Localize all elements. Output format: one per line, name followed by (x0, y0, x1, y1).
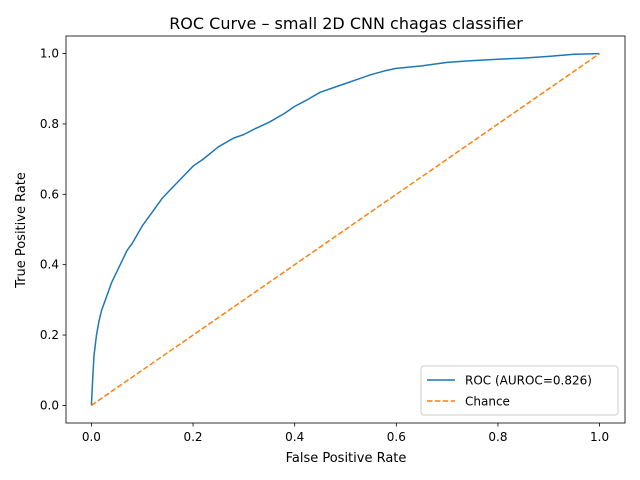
x-tick-label: 1.0 (590, 430, 609, 444)
series-line-1 (90, 52, 601, 407)
x-tick-label: 0.8 (488, 430, 507, 444)
series-line-0 (90, 52, 600, 406)
plot-area: 0.0 0.2 0.4 0.6 0.8 1.0 0.0 0.2 0.4 0.6 0.8 1.0 ROC … (40, 35, 626, 444)
x-axis-label: False Positive Rate (286, 451, 407, 466)
x-tick-label: 0.2 (183, 430, 202, 444)
y-tick-label: 0.6 (40, 187, 59, 201)
legend-label-0: ROC (AUROC=0.826) (465, 374, 592, 388)
y-tick-label: 0.2 (40, 328, 59, 342)
x-tick-label: 0.6 (387, 430, 406, 444)
chart-title: ROC Curve – small 2D CNN chagas classifi… (169, 14, 523, 33)
legend-box (420, 365, 619, 416)
y-tick-label: 1.0 (40, 47, 59, 61)
x-tick-label: 0.4 (285, 430, 304, 444)
axes-frame (65, 35, 626, 424)
y-tick-label: 0.8 (40, 117, 59, 131)
x-tick-label: 0.0 (82, 430, 101, 444)
y-axis-label: True Positive Rate (14, 172, 29, 289)
y-tick-label: 0.4 (40, 258, 59, 272)
legend-label-1: Chance (465, 395, 510, 409)
y-tick-label: 0.0 (40, 398, 59, 412)
